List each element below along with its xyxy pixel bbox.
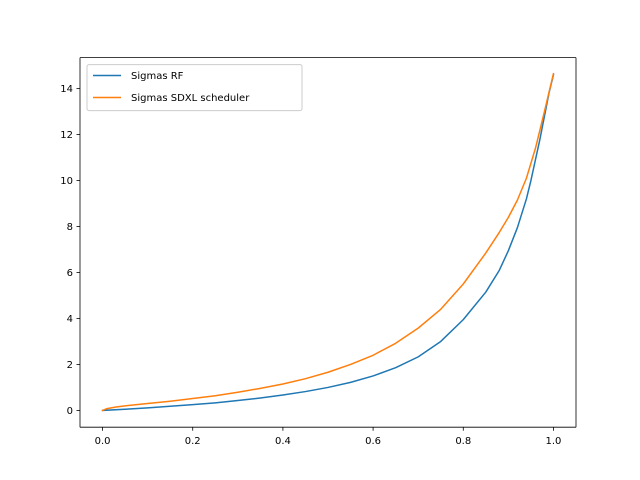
x-tick-label: 1.0 <box>546 436 562 447</box>
y-tick-label: 12 <box>60 130 73 141</box>
y-tick-label: 14 <box>60 84 73 95</box>
y-tick-label: 4 <box>67 314 73 325</box>
x-tick-label: 0.6 <box>365 436 381 447</box>
series-layer <box>101 72 555 412</box>
legend: Sigmas RF Sigmas SDXL scheduler <box>86 64 303 112</box>
y-tick-label: 0 <box>67 406 73 417</box>
y-axis-ticks: 0 2 4 6 8 10 12 14 <box>60 84 80 417</box>
series-line-2 <box>101 72 555 412</box>
x-axis-ticks: 0.0 0.2 0.4 0.6 0.8 1.0 <box>95 427 562 447</box>
y-tick-label: 6 <box>67 268 73 279</box>
y-tick-label: 8 <box>67 222 73 233</box>
legend-label-2: Sigmas SDXL scheduler <box>131 93 250 104</box>
series-line-1 <box>101 73 555 412</box>
legend-label-1: Sigmas RF <box>131 71 184 82</box>
x-tick-label: 0.2 <box>185 436 201 447</box>
x-tick-label: 0.4 <box>275 436 291 447</box>
x-tick-label: 0.8 <box>455 436 471 447</box>
legend-box <box>86 64 303 112</box>
y-tick-label: 10 <box>60 176 73 187</box>
axes-frame <box>79 57 577 428</box>
y-tick-label: 2 <box>67 360 73 371</box>
x-tick-label: 0.0 <box>95 436 111 447</box>
